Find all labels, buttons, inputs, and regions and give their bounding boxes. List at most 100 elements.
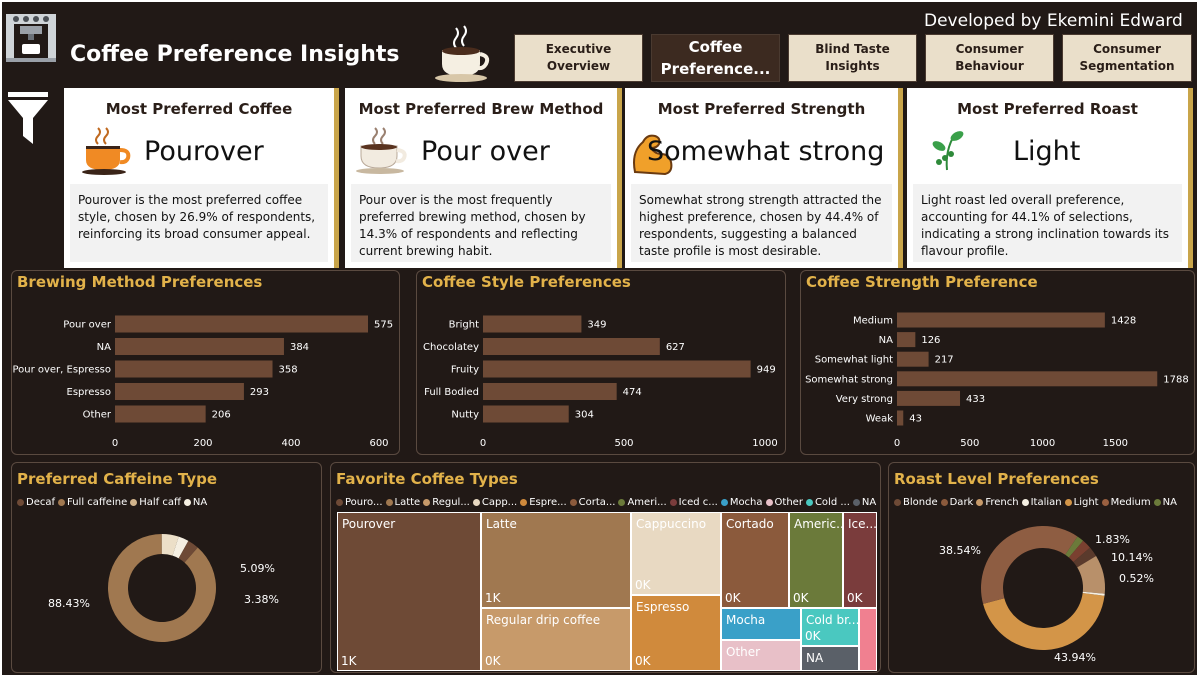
legend-item[interactable]: Decaf [17,497,55,508]
bar-value-label: 304 [575,410,594,421]
bar[interactable] [483,315,582,333]
nav-button-blind-taste[interactable]: Blind Taste Insights [788,34,917,82]
donut-slice[interactable] [1082,591,1105,596]
caffeine-donut-chart: 88.43% 5.09% 3.38% [48,534,279,642]
legend-dot [423,499,431,506]
legend-item[interactable]: Cold ... [805,497,850,508]
chart-title: Roast Level Preferences [894,470,1099,488]
bar-value-label: 126 [921,335,940,346]
donut-slice[interactable] [178,540,198,563]
donut-slice[interactable] [107,534,216,642]
legend-label: Light [1073,497,1099,508]
bar[interactable] [115,315,368,333]
treemap-tile[interactable]: Mocha [721,608,801,640]
donut-slice[interactable] [172,536,189,559]
x-tick-label: 0 [894,438,900,449]
nav-button-coffee-preference[interactable]: Coffee Preference... [651,34,780,82]
slice-label: 1.83% [1095,533,1130,546]
bar[interactable] [483,383,617,400]
bar[interactable] [897,332,916,348]
treemap-tile[interactable]: Cappuccino 0K [631,512,721,595]
legend-label: Ameri... [627,497,667,508]
nav-button-consumer-behaviour[interactable]: Consumer Behaviour [925,34,1054,82]
treemap-tile[interactable] [859,608,877,671]
legend-label: Mocha [729,497,763,508]
treemap-tile[interactable]: Cold br... 0K [801,608,859,646]
x-tick-label: 200 [193,438,212,449]
treemap-tile[interactable]: Americ... 0K [789,512,843,608]
donut-slice[interactable] [1073,547,1097,568]
legend-item[interactable]: Light [1064,497,1099,508]
legend-label: Pouro... [345,497,383,508]
bar[interactable] [897,312,1105,328]
legend-label: Latte [394,497,421,508]
legend-item[interactable]: Iced c... [669,497,718,508]
treemap-tile[interactable]: Other [721,640,801,671]
donut-slice[interactable] [983,593,1105,650]
bar[interactable] [115,405,206,423]
legend-item[interactable]: NA [1153,497,1177,508]
legend-item[interactable]: Ameri... [618,497,667,508]
legend-item[interactable]: Latte [385,497,421,508]
developer-credit: Developed by Ekemini Edward [924,11,1183,31]
bar[interactable] [897,410,904,426]
legend-dot [569,499,577,506]
slice-label: 5.09% [240,562,275,575]
bar[interactable] [897,371,1158,387]
bar[interactable] [115,383,244,400]
legend-item[interactable]: French [976,497,1019,508]
bar-category-label: Somewhat strong [805,374,893,385]
legend-item[interactable]: Medium [1101,497,1151,508]
legend-item[interactable]: Capp... [472,497,517,508]
treemap-tile[interactable]: Pourover 1K [337,512,481,671]
filter-icon[interactable] [6,90,50,146]
bar[interactable] [897,351,929,367]
nav-button-consumer-segmentation[interactable]: Consumer Segmentation [1062,34,1192,82]
bar[interactable] [115,338,284,355]
legend-item[interactable]: Pouro... [336,497,383,508]
caffeine-legend: Decaf Full caffeine Half caff NA [17,497,210,508]
flexed-arm-icon [633,134,673,176]
kpi-title: Most Preferred Brew Method [358,100,604,118]
legend-item[interactable]: Blonde [894,497,938,508]
legend-item[interactable]: NA [852,497,876,508]
legend-item[interactable]: Dark [940,497,973,508]
legend-item[interactable]: NA [183,497,207,508]
donut-slice[interactable] [1065,536,1084,558]
bar[interactable] [483,338,660,355]
bar-category-label: Medium [853,316,893,327]
donut-slice[interactable] [1077,555,1105,594]
legend-item[interactable]: Full caffeine [58,497,127,508]
treemap-tile[interactable]: Latte 1K [481,512,631,608]
slice-label: 3.38% [244,593,279,606]
kpi-card-roast: Most Preferred Roast Light Light roast l… [907,88,1193,268]
treemap-tile[interactable]: Espresso 0K [631,595,721,671]
treemap-tile[interactable]: Regular drip coffee 0K [481,608,631,671]
donut-slice[interactable] [981,526,1078,604]
treemap-tile[interactable]: Cortado 0K [721,512,789,608]
bar-value-label: 293 [250,387,269,398]
donut-slice[interactable] [161,534,179,556]
legend-item[interactable]: Mocha [720,497,763,508]
legend-item[interactable]: Espre... [520,497,567,508]
treemap-tile[interactable]: Ice... 0K [843,512,877,608]
nav-button-executive-overview[interactable]: Executive Overview [514,34,643,82]
tile-name: Mocha [726,613,766,627]
bar[interactable] [115,360,273,378]
bar[interactable] [483,405,569,423]
kpi-card-strength: Most Preferred Strength Somewhat strong … [625,88,903,268]
kpi-description: Somewhat strong strength attracted the h… [631,184,892,262]
bar[interactable] [897,390,961,406]
legend-item[interactable]: Other [765,497,803,508]
donut-slice[interactable] [1068,540,1091,562]
tile-name: NA [806,651,824,665]
legend-label: Italian [1030,497,1062,508]
treemap-tile[interactable]: NA [801,646,859,671]
legend-item[interactable]: Regul... [423,497,470,508]
chart-title: Brewing Method Preferences [17,273,263,291]
bar[interactable] [483,360,751,378]
legend-item[interactable]: Italian [1021,497,1062,508]
legend-item[interactable]: Half caff [130,497,181,508]
legend-label: French [985,497,1019,508]
legend-item[interactable]: Corta... [569,497,615,508]
